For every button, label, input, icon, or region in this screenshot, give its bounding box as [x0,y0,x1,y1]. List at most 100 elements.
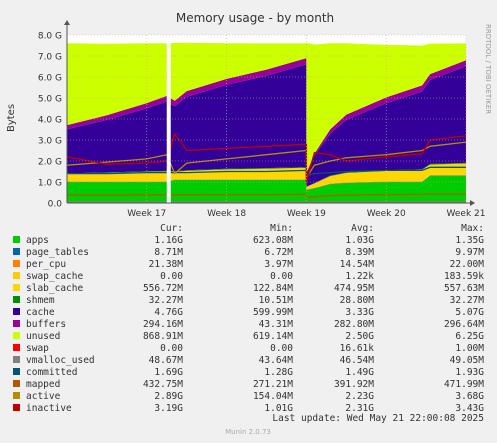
legend-swatch-swap [13,344,20,351]
y-tick-label: 8.0 G [38,32,62,42]
legend-swatch-slab-cache [13,284,20,291]
legend-avg-value: 8.39M [345,247,374,258]
y-tick-label: 1.0 G [38,179,62,189]
legend-min-value: 154.04M [253,391,293,402]
legend-cur-value: 21.38M [149,259,184,270]
legend-label-slab-cache: slab_cache [26,283,83,294]
legend-avg-value: 282.80M [334,319,374,330]
legend-max-value: 1.93G [455,367,484,378]
legend-label-buffers: buffers [26,319,66,330]
y-tick-label: 0.0 [48,200,63,210]
y-tick-label: 4.0 G [38,116,62,126]
legend-header-min: Min: [270,223,293,234]
legend-avg-value: 1.49G [345,367,374,378]
y-tick-label: 2.0 G [38,158,62,168]
legend-cur-value: 432.75M [143,379,183,390]
legend-cur-value: 0.00 [160,343,183,354]
legend-label-mapped: mapped [26,379,60,390]
x-tick-label: Week 21 [447,209,486,219]
legend-swatch-swap-cache [13,272,20,279]
data-gap [166,35,171,203]
legend-min-value: 1.28G [264,367,293,378]
legend-label-per-cpu: per_cpu [26,259,66,270]
x-tick-label: Week 19 [287,209,326,219]
legend-swatch-inactive [13,404,20,411]
legend-swatch-buffers [13,320,20,327]
legend-avg-value: 391.92M [334,379,374,390]
legend-swatch-mapped [13,380,20,387]
y-tick-label: 7.0 G [38,53,62,63]
legend-header-max: Max: [461,223,484,234]
x-tick-label: Week 20 [367,209,406,219]
legend-swatch-committed [13,368,20,375]
area-slab-cache [67,163,466,190]
legend-swatch-per-cpu [13,260,20,267]
legend-cur-value: 1.16G [154,235,183,246]
legend-cur-value: 556.72M [143,283,183,294]
legend-cur-value: 1.69G [154,367,183,378]
legend-min-value: 619.14M [253,331,293,342]
x-tick-label: Week 17 [127,209,166,219]
legend-min-value: 0.00 [270,343,293,354]
legend-max-value: 183.59k [444,271,484,282]
legend-label-active: active [26,391,61,402]
legend-cur-value: 868.91M [143,331,183,342]
legend-swatch-apps [13,236,20,243]
legend-label-apps: apps [26,235,49,246]
legend-max-value: 471.99M [444,379,484,390]
y-axis-label: Bytes [6,104,17,132]
legend-swatch-shmem [13,296,20,303]
legend-avg-value: 1.03G [345,235,374,246]
legend-max-value: 296.64M [444,319,484,330]
legend-header-cur: Cur: [160,223,183,234]
legend-min-value: 599.99M [253,307,293,318]
legend-max-value: 3.43G [455,403,484,414]
legend-min-value: 623.08M [253,235,293,246]
y-tick-label: 5.0 G [38,95,62,105]
x-axis-arrow [470,200,475,206]
legend-max-value: 32.27M [450,295,485,306]
legend-cur-value: 3.19G [154,403,183,414]
legend-header-avg: Avg: [351,223,374,234]
legend-cur-value: 8.71M [154,247,183,258]
legend-min-value: 43.31M [259,319,294,330]
legend-label-swap: swap [26,343,49,354]
legend-avg-value: 2.23G [345,391,374,402]
legend-avg-value: 3.33G [345,307,374,318]
rrdtool-watermark: RRDTOOL / TOBI OETIKER [484,24,492,114]
legend-min-value: 1.01G [264,403,293,414]
legend-label-unused: unused [26,331,60,342]
legend-cur-value: 32.27M [149,295,184,306]
legend-avg-value: 28.80M [340,295,375,306]
legend-min-value: 6.72M [264,247,293,258]
legend-cur-value: 294.16M [143,319,183,330]
legend-swatch-unused [13,332,20,339]
legend-swatch-cache [13,308,20,315]
legend-max-value: 6.25G [455,331,484,342]
legend-min-value: 122.84M [253,283,293,294]
legend-label-cache: cache [26,307,55,318]
y-tick-label: 6.0 G [38,74,62,84]
legend-max-value: 1.00M [455,343,484,354]
legend-label-vmalloc-used: vmalloc_used [26,355,95,366]
legend-cur-value: 2.89G [154,391,183,402]
legend-min-value: 43.64M [259,355,294,366]
x-tick-label: Week 18 [207,209,246,219]
legend-swatch-vmalloc-used [13,356,20,363]
legend-cur-value: 48.67M [149,355,184,366]
legend-max-value: 49.05M [450,355,485,366]
munin-version: Munin 2.0.73 [225,428,271,436]
legend-cur-value: 4.76G [154,307,183,318]
legend-max-value: 9.97M [455,247,484,258]
legend-min-value: 271.21M [253,379,293,390]
legend-swatch-active [13,392,20,399]
legend-min-value: 0.00 [270,271,293,282]
legend-max-value: 22.00M [450,259,485,270]
legend-max-value: 1.35G [455,235,484,246]
chart-title: Memory usage - by month [176,11,334,25]
legend-avg-value: 14.54M [340,259,375,270]
last-update: Last update: Wed May 21 22:00:08 2025 [272,413,484,424]
y-tick-label: 3.0 G [38,137,62,147]
legend-avg-value: 46.54M [340,355,375,366]
